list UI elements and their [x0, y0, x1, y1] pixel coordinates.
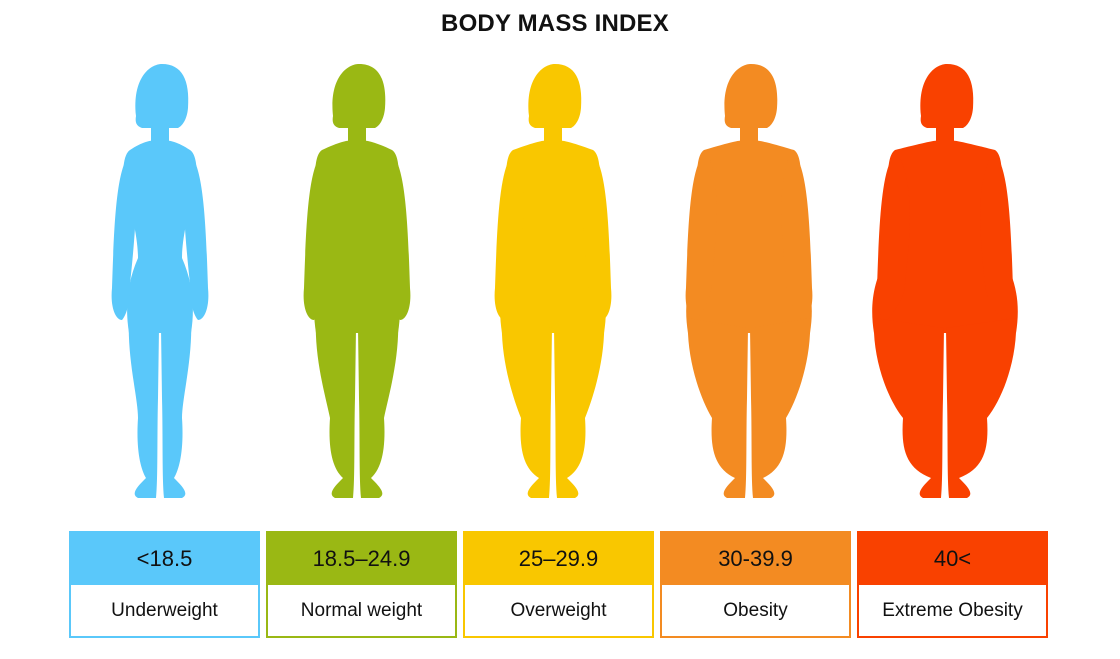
torso-shape — [123, 140, 197, 333]
bmi-category-label: Underweight — [71, 585, 258, 636]
neck-shape — [740, 120, 758, 144]
neck-shape — [348, 120, 366, 144]
bmi-category-label: Extreme Obesity — [859, 585, 1046, 636]
extreme-obesity-figure — [870, 58, 1020, 508]
torso-shape — [686, 140, 812, 333]
bmi-card-overweight: 25–29.9 Overweight — [463, 531, 654, 638]
right-arm-shape — [383, 154, 411, 320]
bmi-category-label: Normal weight — [268, 585, 455, 636]
obesity-figure — [674, 58, 824, 508]
right-leg-shape — [161, 318, 192, 498]
left-arm-shape — [494, 154, 524, 320]
bmi-category-label: Obesity — [662, 585, 849, 636]
silhouette-svg — [685, 64, 813, 498]
bmi-range: 25–29.9 — [465, 533, 652, 585]
head-shape — [920, 64, 974, 128]
right-leg-shape — [554, 318, 605, 498]
bmi-category-label: Overweight — [465, 585, 652, 636]
left-arm-shape — [303, 154, 331, 320]
left-leg-shape — [501, 318, 552, 498]
bmi-range: 18.5–24.9 — [268, 533, 455, 585]
bmi-card-normal-weight: 18.5–24.9 Normal weight — [266, 531, 457, 638]
right-arm-shape — [183, 154, 209, 320]
bmi-card-obesity: 30-39.9 Obesity — [660, 531, 851, 638]
page-title: BODY MASS INDEX — [441, 10, 669, 37]
bmi-card-underweight: <18.5 Underweight — [69, 531, 260, 638]
right-arm-shape — [980, 154, 1014, 320]
right-leg-shape — [750, 318, 811, 498]
head-shape — [724, 64, 778, 128]
head-shape — [332, 64, 386, 128]
silhouette-svg — [872, 64, 1018, 498]
neck-shape — [544, 120, 562, 144]
left-leg-shape — [873, 318, 944, 498]
right-arm-shape — [582, 154, 612, 320]
torso-shape — [314, 140, 400, 333]
bmi-range: 40< — [859, 533, 1046, 585]
overweight-figure — [478, 58, 628, 508]
bmi-range: 30-39.9 — [662, 533, 849, 585]
bmi-range: <18.5 — [71, 533, 258, 585]
right-arm-shape — [781, 154, 813, 320]
left-arm-shape — [111, 154, 137, 320]
neck-shape — [151, 120, 169, 144]
silhouette-svg — [303, 64, 411, 498]
silhouette-svg — [111, 64, 209, 498]
left-arm-shape — [876, 154, 910, 320]
underweight-figure — [85, 58, 235, 508]
normal-weight-figure — [282, 58, 432, 508]
neck-shape — [936, 120, 954, 144]
head-shape — [135, 64, 189, 128]
left-leg-shape — [315, 318, 356, 498]
silhouette-svg — [494, 64, 612, 498]
right-leg-shape — [946, 318, 1017, 498]
bmi-card-extreme-obesity: 40< Extreme Obesity — [857, 531, 1048, 638]
torso-shape — [872, 140, 1018, 333]
left-arm-shape — [685, 154, 717, 320]
head-shape — [528, 64, 582, 128]
torso-shape — [500, 140, 606, 333]
right-leg-shape — [358, 318, 399, 498]
left-leg-shape — [128, 318, 159, 498]
left-leg-shape — [687, 318, 748, 498]
